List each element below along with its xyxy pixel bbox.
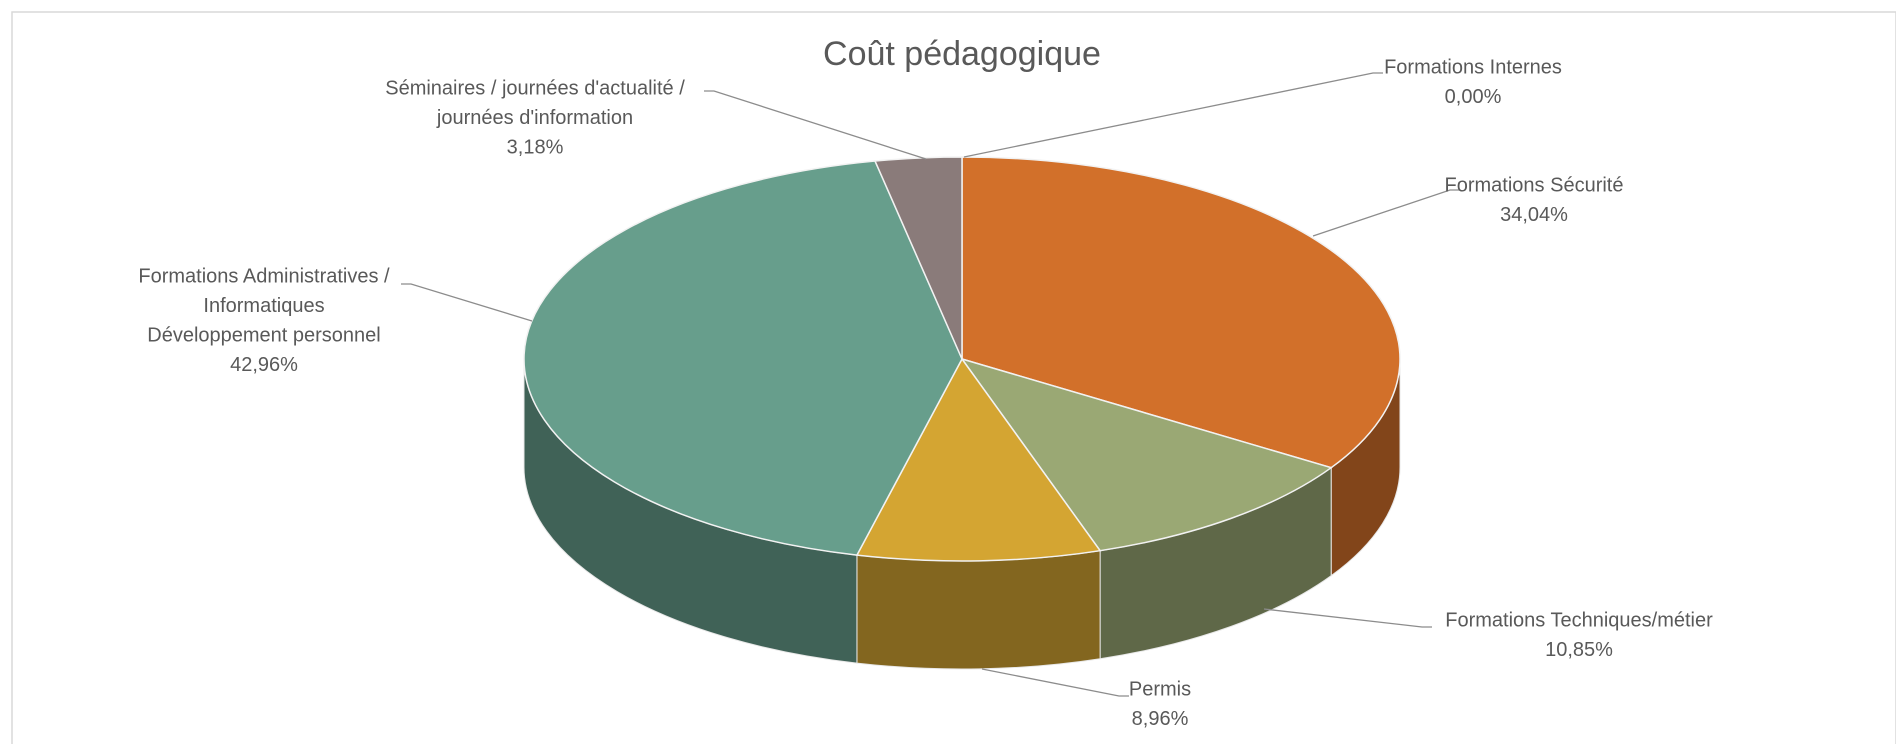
leader-line (981, 668, 1129, 697)
pie-slice-side (856, 550, 1101, 670)
pie-slice (855, 357, 1102, 562)
leader-line (1312, 189, 1460, 237)
data-label-category: Formations Sécurité (1445, 174, 1624, 196)
data-label-category: journées d'information (436, 107, 633, 129)
leader-line (1263, 608, 1432, 628)
data-label-value: 42,96% (230, 354, 298, 376)
data-label-category: Développement personnel (147, 324, 381, 346)
data-label-value: 34,04% (1500, 204, 1568, 226)
pie-slice (961, 156, 1401, 469)
pie-slice (523, 160, 963, 556)
data-label-value: 3,18% (507, 136, 564, 158)
leader-line (704, 90, 927, 160)
data-label-category: Permis (1129, 678, 1191, 700)
pie-slice (873, 156, 963, 360)
data-label-category: Formations Techniques/métier (1445, 609, 1713, 631)
leader-line (963, 72, 1383, 158)
data-label-category: Formations Internes (1384, 56, 1562, 78)
data-label-value: 8,96% (1132, 708, 1189, 730)
data-label-value: 10,85% (1545, 639, 1613, 661)
chart-title: Coût pédagogique (823, 35, 1101, 73)
data-label-value: 0,00% (1445, 86, 1502, 108)
data-label-category: Séminaires / journées d'actualité / (385, 77, 685, 99)
data-label-category: Formations Administratives / (138, 265, 390, 287)
pie-slice (960, 357, 1333, 552)
data-label-category: Informatiques (203, 295, 324, 317)
leader-line (401, 283, 533, 322)
